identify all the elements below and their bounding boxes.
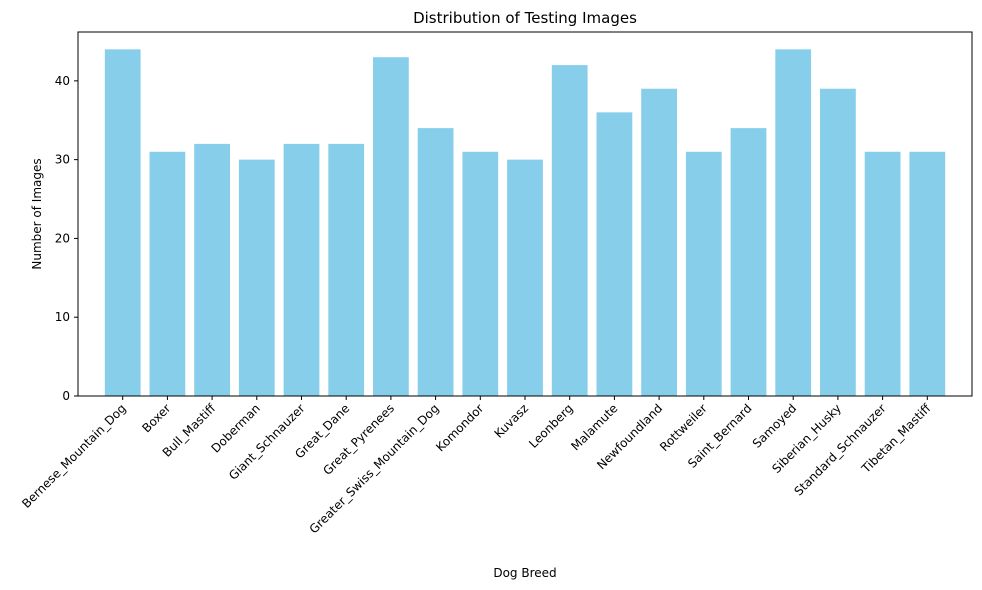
bar-kuvasz (507, 159, 543, 396)
bar-giant-schnauzer (283, 143, 320, 396)
bar-doberman (238, 159, 275, 396)
x-tick-label: Giant_Schnauzer (226, 401, 308, 483)
y-tick-label: 10 (55, 310, 70, 324)
y-tick-label: 30 (55, 153, 70, 167)
x-tick-label: Komondor (433, 401, 486, 454)
bar-bull-mastiff (194, 143, 230, 396)
plot-frame (77, 31, 973, 397)
y-tick-label: 40 (55, 74, 70, 88)
bar-tibetan-mastiff (909, 151, 946, 396)
y-tick-label: 20 (55, 231, 70, 245)
bar-rottweiler (685, 151, 722, 396)
bar-leonberg (551, 65, 588, 396)
y-tick-label: 0 (62, 389, 70, 403)
bar-siberian-husky (820, 88, 856, 397)
x-axis: Bernese_Mountain_Dog BoxerBull_MastiffDob… (19, 396, 934, 536)
bar-great-dane (328, 143, 365, 396)
x-tick-label: Kuvasz (492, 401, 532, 441)
x-tick-label: Bernese_Mountain_Dog (19, 401, 129, 511)
y-axis-title: Number of Images (30, 158, 44, 269)
bar-great-pyrenees (373, 57, 409, 396)
bar-greater-swiss-mountain-dog (417, 128, 454, 396)
bar-samoyed (775, 49, 812, 396)
chart-title: Distribution of Testing Images (413, 9, 637, 27)
bar-komondor (462, 151, 499, 396)
x-tick-label: Boxer (139, 401, 173, 435)
y-axis: 0 10 20 30 40 (55, 74, 78, 403)
x-axis-title: Dog Breed (493, 566, 556, 580)
bars-group (104, 49, 946, 397)
bar-newfoundland (641, 88, 677, 397)
bar-standard-schnauzer (864, 151, 901, 396)
bar-bernese-mountain-dog (104, 49, 141, 396)
bar-boxer (149, 151, 186, 396)
bar-malamute (596, 112, 633, 396)
bar-saint-bernard (730, 128, 767, 396)
